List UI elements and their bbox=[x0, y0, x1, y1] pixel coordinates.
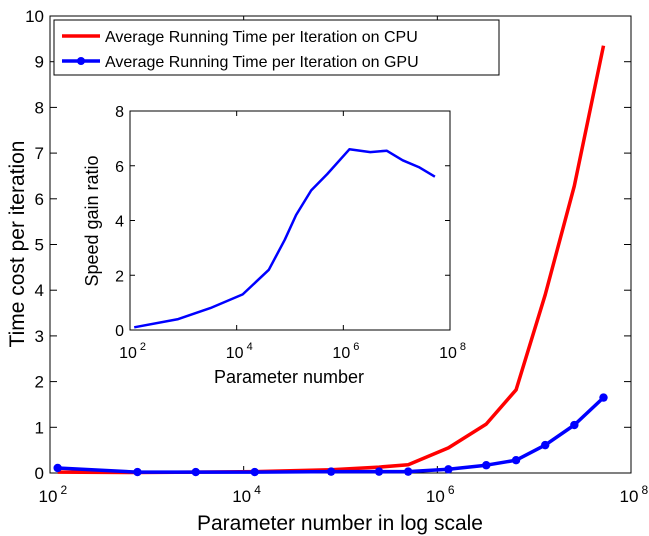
legend-cpu-label: Average Running Time per Iteration on CP… bbox=[105, 29, 418, 46]
inset-y-tick-label: 4 bbox=[115, 214, 124, 231]
main-series-1-point bbox=[374, 467, 384, 476]
inset-x-tick-exponent: 6 bbox=[353, 341, 359, 353]
main-x-tick-label: 10 bbox=[232, 487, 251, 506]
inset-y-tick-label: 2 bbox=[115, 268, 124, 285]
main-y-tick-label: 1 bbox=[35, 418, 44, 437]
main-series-1-point bbox=[53, 463, 62, 473]
main-y-tick-label: 2 bbox=[35, 373, 44, 392]
main-y-tick-label: 10 bbox=[25, 7, 44, 26]
main-x-tick-exponent: 4 bbox=[254, 483, 261, 497]
main-x-tick-exponent: 8 bbox=[642, 483, 649, 497]
inset-x-tick-label: 10 bbox=[439, 345, 457, 362]
main-x-tick-label: 10 bbox=[620, 487, 639, 506]
inset-y-tick-label: 6 bbox=[115, 159, 124, 176]
main-y-tick-label: 8 bbox=[35, 98, 44, 117]
main-y-tick-label: 5 bbox=[35, 236, 44, 255]
main-series-1-point bbox=[250, 467, 259, 477]
inset-x-tick-exponent: 2 bbox=[140, 341, 146, 353]
legend-box bbox=[53, 19, 500, 76]
main-y-axis-label: Time cost per iteration bbox=[6, 141, 29, 348]
main-series-1-point bbox=[599, 393, 608, 402]
inset-y-tick-label: 0 bbox=[115, 323, 124, 340]
inset-x-tick-exponent: 8 bbox=[460, 341, 466, 353]
inset-series-0-line bbox=[133, 148, 436, 329]
inset-y-tick-label: 8 bbox=[115, 104, 124, 121]
main-series-1-point bbox=[511, 456, 521, 465]
legend: Average Running Time per Iteration on CP… bbox=[53, 19, 500, 76]
main-series-1-point bbox=[326, 467, 336, 476]
legend-gpu-marker bbox=[77, 57, 85, 65]
main-x-tick-exponent: 2 bbox=[61, 483, 68, 497]
inset-x-axis-label: Parameter number bbox=[214, 367, 364, 387]
main-series-1-point bbox=[403, 467, 413, 476]
main-series-1-point bbox=[482, 461, 491, 470]
inset-x-tick-label: 10 bbox=[332, 345, 350, 362]
inset-x-tick-exponent: 4 bbox=[247, 341, 253, 353]
inset-x-tick-label: 10 bbox=[119, 345, 137, 362]
inset-y-axis-label: Speed gain ratio bbox=[82, 155, 102, 286]
main-y-tick-label: 9 bbox=[35, 53, 44, 72]
main-y-tick-label: 6 bbox=[35, 190, 44, 209]
main-series-1-point bbox=[444, 465, 453, 474]
main-y-tick-label: 4 bbox=[35, 281, 44, 300]
main-x-axis-label: Parameter number in log scale bbox=[197, 512, 483, 535]
legend-gpu-label: Average Running Time per Iteration on GP… bbox=[105, 54, 419, 71]
main-series-1-point bbox=[541, 440, 550, 450]
main-series-1-point bbox=[191, 467, 200, 477]
inset-x-tick-label: 10 bbox=[226, 345, 244, 362]
inset-plot-area bbox=[129, 110, 451, 331]
main-y-tick-label: 7 bbox=[35, 144, 44, 163]
main-x-tick-label: 10 bbox=[426, 487, 445, 506]
main-x-tick-exponent: 6 bbox=[448, 483, 455, 497]
main-y-tick-label: 3 bbox=[35, 327, 44, 346]
main-series-1-point bbox=[133, 467, 142, 477]
main-x-tick-label: 10 bbox=[39, 487, 58, 506]
main-y-tick-label: 0 bbox=[35, 464, 44, 483]
main-series-1-point bbox=[570, 420, 579, 430]
